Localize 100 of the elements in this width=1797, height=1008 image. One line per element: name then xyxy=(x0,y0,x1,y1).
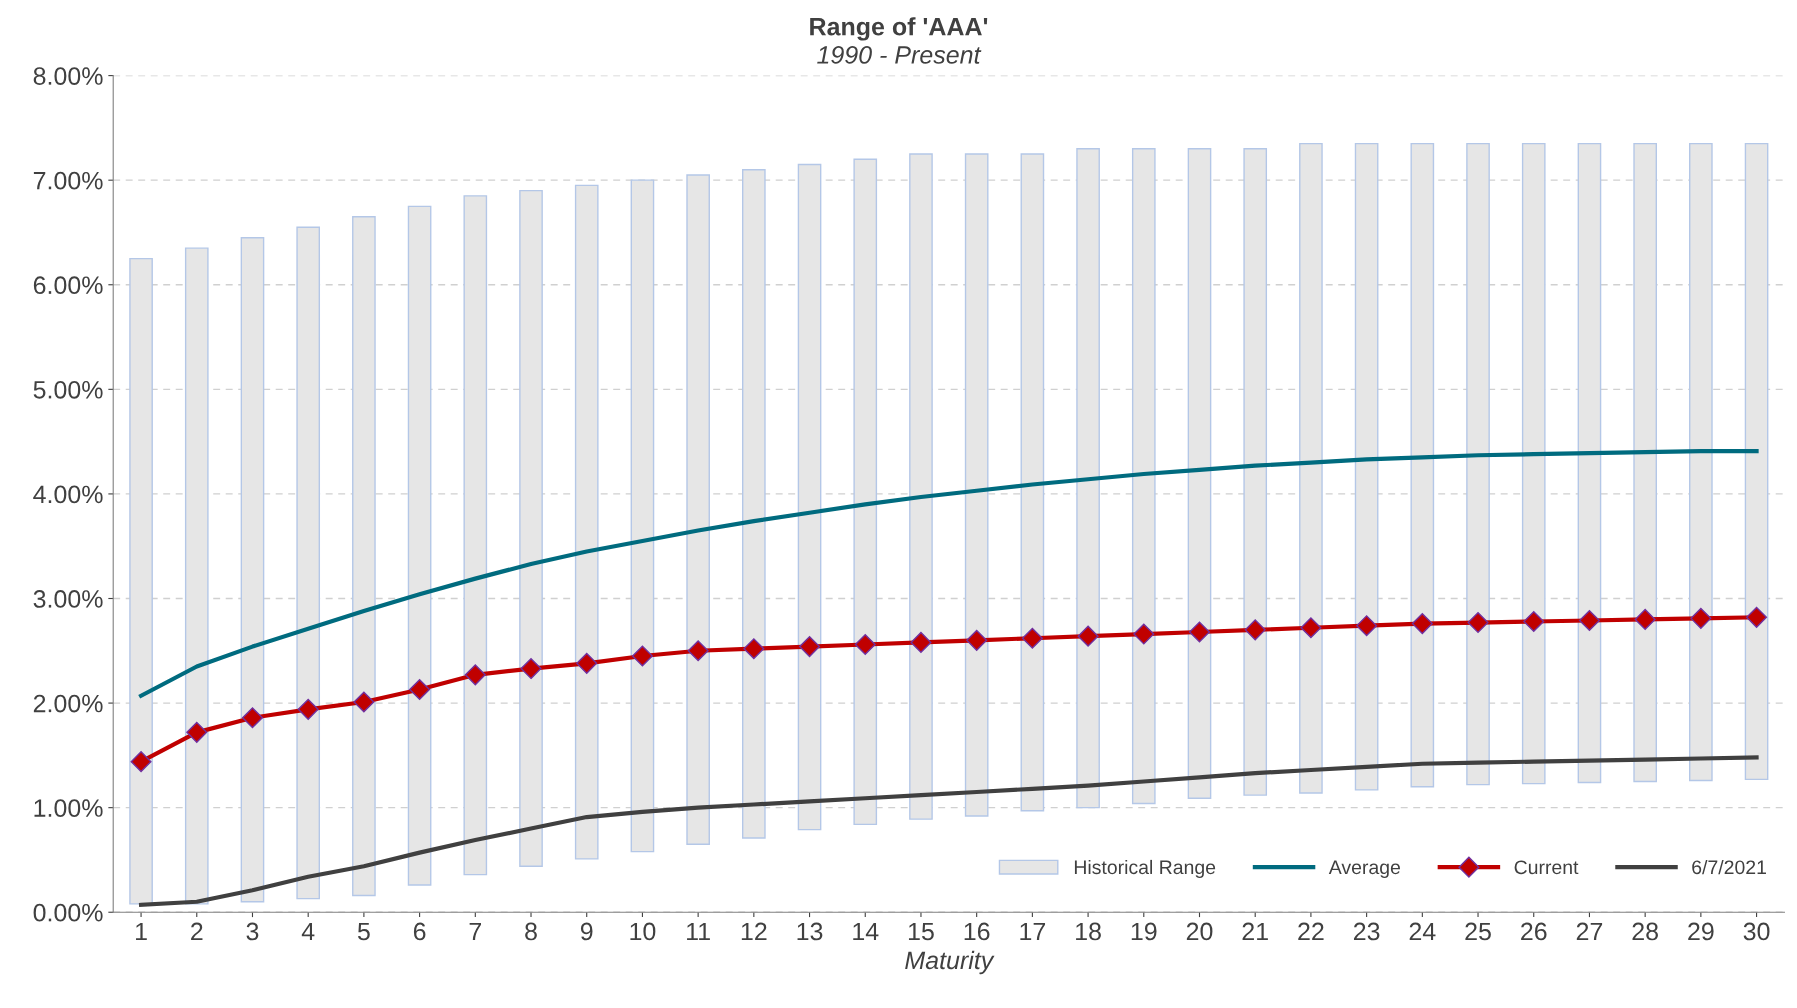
x-tick-label: 18 xyxy=(1076,922,1101,941)
x-tick-label: 25 xyxy=(1465,922,1491,941)
y-tick-label: 5.00% xyxy=(33,380,103,399)
legend-label: Average xyxy=(1328,860,1400,879)
x-tick-label: 19 xyxy=(1131,922,1157,941)
bar xyxy=(630,179,655,853)
point xyxy=(1523,610,1545,633)
point xyxy=(1188,621,1211,643)
x-tick-label: 1 xyxy=(136,922,147,941)
y-tick-label: 8.00% xyxy=(33,67,103,85)
point xyxy=(743,638,765,660)
x-tick-label: 10 xyxy=(630,922,656,941)
x-tick-label: 24 xyxy=(1409,922,1436,941)
bar xyxy=(129,257,153,905)
x-tick-label: 14 xyxy=(853,922,879,941)
y-tick-label: 2.00% xyxy=(33,694,103,713)
bar xyxy=(1410,142,1435,788)
point xyxy=(1746,606,1768,628)
x-tick-label: 15 xyxy=(908,922,934,941)
point xyxy=(799,636,821,658)
bar xyxy=(1299,142,1323,794)
bar xyxy=(964,153,989,817)
point xyxy=(1077,625,1099,647)
point xyxy=(854,633,876,656)
bar xyxy=(1466,142,1490,786)
x-tick-label: 17 xyxy=(1020,922,1046,941)
point xyxy=(1634,608,1656,630)
x-axis-title: Maturity xyxy=(905,950,995,975)
bar xyxy=(1354,142,1379,791)
point xyxy=(520,658,542,680)
bar xyxy=(1744,142,1769,781)
y-tick-label: 4.00% xyxy=(33,485,103,504)
line-series xyxy=(138,448,1759,698)
bar xyxy=(519,189,543,867)
bar xyxy=(1689,142,1713,782)
bar xyxy=(296,226,321,900)
point xyxy=(130,751,152,773)
y-tick-label: 6.00% xyxy=(33,276,103,295)
bar xyxy=(1020,153,1045,812)
x-tick-label: 30 xyxy=(1743,922,1770,941)
x-tick-label: 23 xyxy=(1353,922,1380,941)
bar xyxy=(797,163,822,831)
x-tick-label: 6 xyxy=(413,922,426,941)
x-tick-label: 29 xyxy=(1688,922,1714,941)
x-tick-label: 9 xyxy=(580,922,593,941)
y-tick-label: 0.00% xyxy=(33,903,103,922)
x-tick-label: 27 xyxy=(1576,922,1603,941)
bar xyxy=(184,247,209,905)
x-tick-label: 28 xyxy=(1632,922,1658,941)
point xyxy=(1300,617,1322,639)
bar xyxy=(686,174,710,845)
x-tick-label: 20 xyxy=(1186,922,1213,941)
x-tick-label: 13 xyxy=(797,922,823,941)
point xyxy=(631,645,653,667)
point xyxy=(241,707,263,729)
point xyxy=(1356,615,1378,637)
point xyxy=(966,629,988,651)
bar xyxy=(463,195,488,876)
x-tick-label: 12 xyxy=(741,922,767,941)
point xyxy=(687,640,709,662)
bar xyxy=(240,237,265,903)
point xyxy=(1690,607,1712,629)
x-tick-label: 26 xyxy=(1521,922,1547,941)
point xyxy=(353,691,375,713)
bar xyxy=(1577,142,1602,784)
x-tick-label: 8 xyxy=(525,922,537,941)
x-tick-label: 4 xyxy=(301,922,315,941)
point xyxy=(464,664,486,686)
x-tick-label: 11 xyxy=(687,922,710,941)
bar xyxy=(1521,142,1546,785)
x-tick-label: 16 xyxy=(964,922,990,941)
point xyxy=(1411,613,1433,635)
bar xyxy=(1076,148,1100,809)
point xyxy=(1021,627,1043,649)
point xyxy=(576,652,598,674)
point xyxy=(910,631,932,653)
bar xyxy=(574,184,599,860)
point xyxy=(297,698,319,720)
y-tick-label: 3.00% xyxy=(33,590,103,608)
y-tick-label: 7.00% xyxy=(33,171,103,190)
bar xyxy=(1243,148,1268,796)
legend-label: 6/7/2021 xyxy=(1692,859,1766,875)
x-tick-label: 22 xyxy=(1298,922,1324,941)
point xyxy=(186,721,208,743)
chart-title: Range of 'AAA' xyxy=(810,17,988,41)
legend-label: Historical Range xyxy=(1074,859,1216,879)
bar xyxy=(853,158,878,826)
bar xyxy=(1131,148,1156,805)
chart-subtitle: 1990 - Present xyxy=(817,46,982,64)
x-tick-label: 21 xyxy=(1242,922,1268,941)
bar xyxy=(1187,148,1212,799)
bar xyxy=(1633,142,1657,783)
bar xyxy=(909,153,933,820)
x-tick-label: 7 xyxy=(469,922,481,941)
point xyxy=(409,678,431,701)
point xyxy=(1244,619,1266,641)
point xyxy=(1467,612,1489,634)
y-tick-label: 1.00% xyxy=(34,799,103,817)
point xyxy=(1578,609,1600,631)
point xyxy=(1133,623,1155,645)
